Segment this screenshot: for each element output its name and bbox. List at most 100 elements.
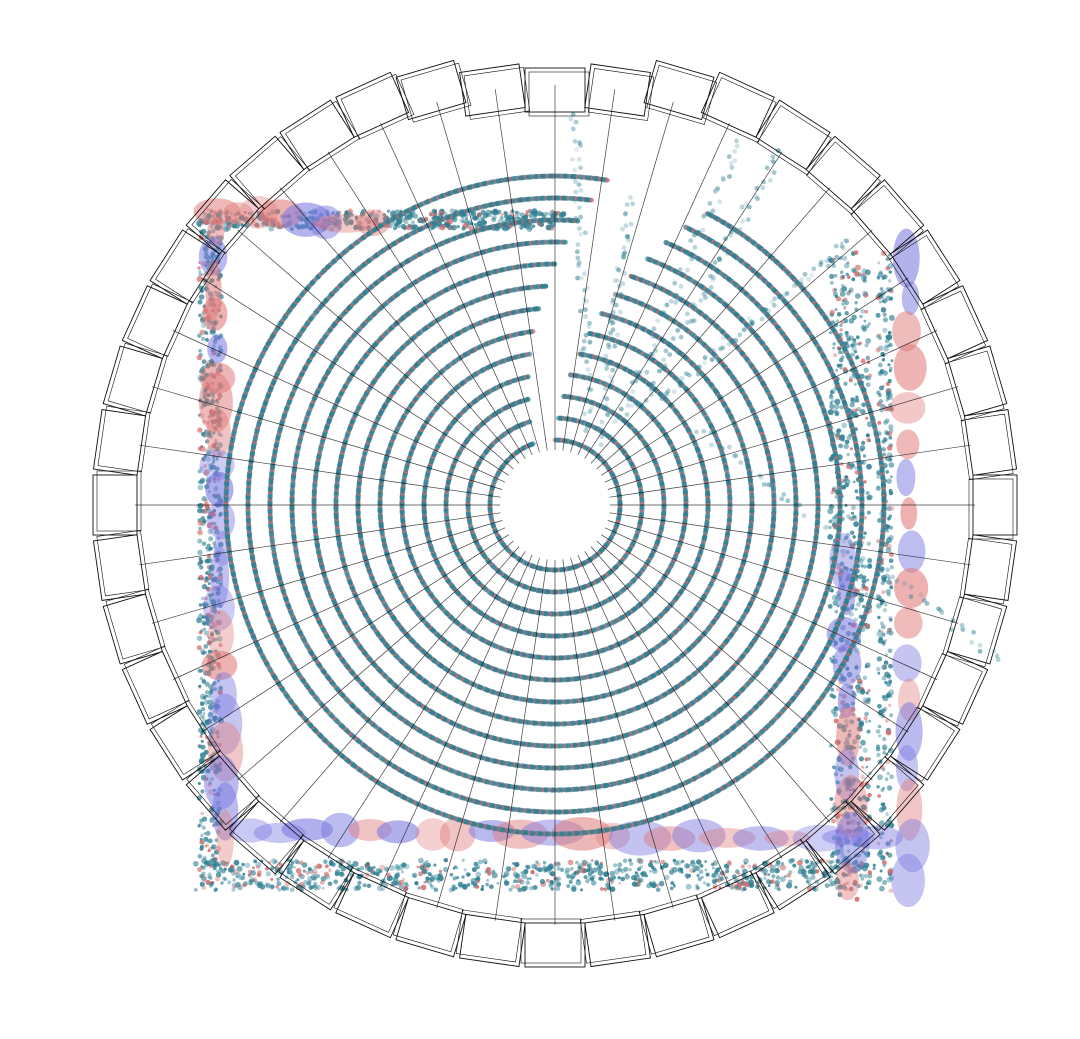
wall-point: [881, 802, 886, 806]
wall-point: [881, 358, 886, 362]
wall-point: [831, 851, 835, 855]
wall-point: [353, 885, 359, 892]
wall-point: [888, 514, 893, 518]
wall-point: [631, 875, 637, 881]
wall-point: [878, 849, 884, 854]
wall-point: [409, 212, 413, 216]
wall-point: [886, 387, 892, 394]
wall-point: [832, 342, 836, 346]
wall-point: [482, 858, 488, 864]
wall-point: [403, 219, 409, 225]
wall-point: [505, 225, 510, 231]
wall-point: [875, 312, 881, 318]
wall-point: [844, 263, 850, 269]
wall-point: [883, 346, 889, 352]
wall-point: [872, 867, 876, 870]
wall-point: [882, 317, 889, 323]
ellipsoid: [889, 392, 926, 424]
wall-point: [833, 288, 837, 292]
wall-point: [247, 873, 251, 877]
wall-point: [427, 872, 432, 876]
wall-point: [207, 848, 211, 853]
wall-point: [865, 765, 869, 769]
wall-point: [197, 469, 202, 474]
wall-point: [196, 795, 202, 801]
wall-point: [196, 354, 202, 361]
wall-point: [828, 394, 834, 400]
wall-point: [201, 336, 206, 341]
wall-point: [803, 874, 809, 879]
wall-point: [475, 885, 480, 889]
wall-point: [205, 830, 211, 836]
wall-point: [862, 290, 869, 297]
wall-point: [382, 213, 387, 217]
wall-point: [636, 883, 641, 887]
wall-point: [880, 624, 886, 630]
wall-point: [867, 494, 873, 501]
wall-point: [526, 877, 530, 881]
wall-point: [879, 287, 884, 291]
wall-point: [692, 869, 696, 873]
wall-point: [357, 220, 362, 226]
wall-point: [881, 744, 888, 750]
wall-point: [411, 872, 418, 879]
wall-point: [199, 881, 205, 887]
wall-point: [880, 307, 887, 313]
wall-point: [843, 381, 848, 386]
wall-point: [239, 215, 245, 221]
wall-point: [797, 860, 803, 866]
wall-point: [486, 883, 490, 887]
wall-point: [372, 218, 377, 222]
wall-point: [323, 871, 330, 878]
wall-point: [841, 302, 845, 306]
wall-point: [835, 369, 839, 372]
wall-point: [475, 879, 480, 884]
wall-point: [737, 886, 742, 890]
wall-point: [852, 535, 856, 539]
wall-point: [702, 881, 707, 885]
wall-point: [862, 697, 869, 704]
wall-point: [207, 739, 212, 745]
wall-point: [199, 565, 204, 570]
wall-point: [270, 884, 275, 889]
wall-point: [199, 846, 204, 851]
wall-point: [699, 863, 704, 868]
wall-point: [354, 218, 359, 222]
wall-point: [433, 887, 439, 893]
wall-point: [416, 865, 420, 869]
wall-point: [542, 860, 547, 865]
wall-point: [881, 805, 887, 811]
wall-point: [851, 314, 857, 320]
wall-point: [644, 874, 649, 878]
ring-point: [525, 374, 531, 380]
wall-point: [887, 363, 891, 367]
wall-point: [878, 300, 883, 304]
wall-point: [316, 863, 322, 869]
wall-point: [887, 330, 892, 335]
wall-point: [830, 589, 834, 593]
wall-point: [476, 212, 482, 218]
wall-point: [581, 862, 587, 867]
wall-point: [451, 224, 457, 231]
wall-point: [199, 839, 204, 845]
wall-point: [200, 596, 205, 601]
wall-point: [829, 331, 832, 335]
wall-point: [839, 328, 843, 332]
wall-point: [208, 536, 214, 542]
wall-point: [203, 469, 210, 476]
wall-point: [743, 861, 747, 865]
wall-point: [491, 217, 497, 223]
wall-point: [737, 872, 741, 876]
wall-point: [197, 223, 202, 228]
wall-point: [833, 291, 838, 297]
wall-point: [198, 508, 204, 514]
wall-point: [200, 789, 205, 794]
wall-point: [834, 308, 838, 312]
wall-point: [876, 402, 882, 407]
wall-point: [199, 701, 205, 706]
wall-point: [582, 868, 587, 873]
wall-point: [829, 273, 835, 279]
wall-point: [855, 496, 860, 500]
wall-point: [197, 266, 201, 270]
